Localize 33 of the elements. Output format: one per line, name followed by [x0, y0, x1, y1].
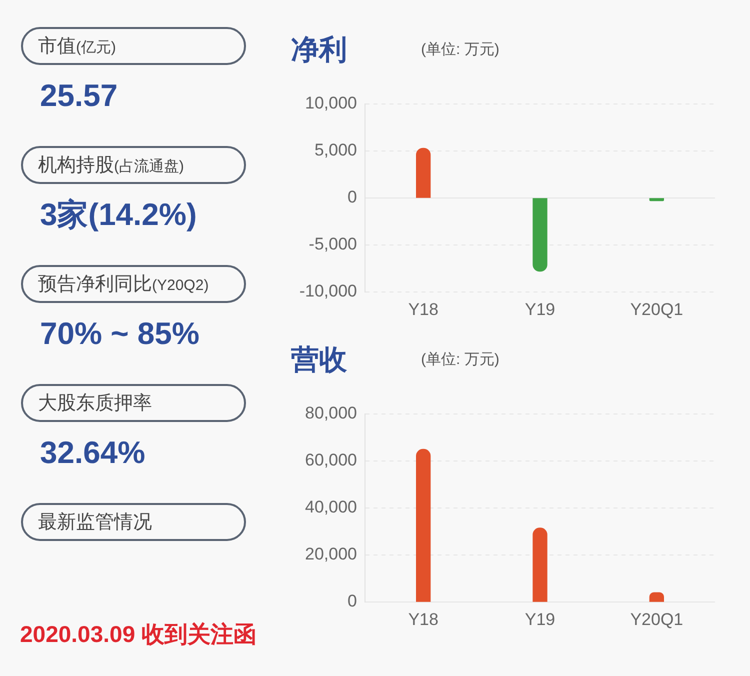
- y-tick-label: 80,000: [305, 404, 357, 423]
- rounded-frame: 市值(亿元): [21, 27, 246, 65]
- bar: [416, 448, 431, 602]
- chart-subtitle: (单位: 万元): [421, 41, 500, 59]
- x-tick-label: Y18: [408, 300, 438, 319]
- x-tick-label: Y20Q1: [630, 610, 684, 629]
- y-tick-label: 40,000: [305, 498, 357, 517]
- y-tick-label: 0: [348, 592, 357, 611]
- text: 3家(14.2%): [40, 197, 197, 233]
- bar: [532, 528, 548, 602]
- x-tick-label: Y19: [524, 300, 556, 319]
- chart-subtitle: (单位: 万元): [421, 351, 500, 369]
- text: 32.64%: [40, 435, 146, 471]
- y-tick-label: -10,000: [299, 282, 357, 301]
- chart-title: 净利: [291, 34, 347, 66]
- x-tick-label: Y18: [408, 610, 438, 629]
- text: 2020.03.09 收到关注函: [20, 620, 257, 648]
- y-tick-label: 0: [348, 188, 357, 207]
- y-tick-label: -5,000: [308, 234, 357, 254]
- chart-title: 营收: [291, 344, 347, 376]
- text: 70% ~ 85%: [40, 316, 200, 352]
- text: 25.57: [40, 78, 118, 114]
- y-tick-label: 60,000: [305, 450, 357, 470]
- rounded-frame: 大股东质押率: [21, 384, 246, 422]
- y-tick-label: 5,000: [314, 140, 357, 160]
- x-tick-label: Y20Q1: [630, 300, 684, 319]
- y-tick-label: 20,000: [305, 544, 357, 564]
- bar: [649, 592, 664, 602]
- rounded-frame: 机构持股(占流通盘): [21, 146, 246, 184]
- y-tick-label: 10,000: [305, 94, 357, 113]
- rounded-frame: 预告净利同比(Y20Q2): [21, 265, 246, 303]
- x-tick-label: Y19: [524, 610, 556, 629]
- rounded-frame: 最新监管情况: [21, 503, 246, 541]
